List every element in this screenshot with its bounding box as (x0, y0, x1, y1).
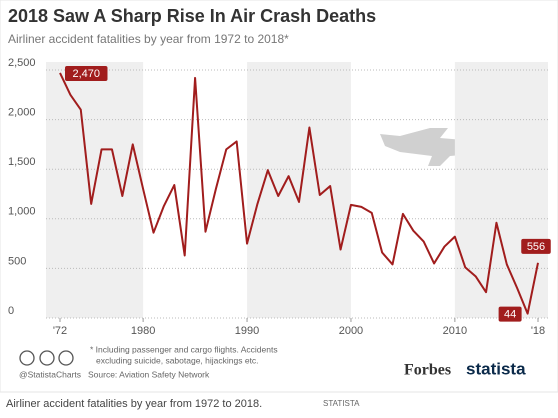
shaded-band (247, 62, 351, 318)
source: Source: Aviation Safety Network (88, 369, 210, 379)
caption-credit: STATISTA (323, 399, 360, 408)
y-tick-label: 1,500 (8, 156, 36, 168)
y-tick-label: 2,000 (8, 107, 36, 119)
y-tick-label: 1,000 (8, 206, 36, 218)
x-tick-label: '18 (531, 325, 545, 337)
value-label: 44 (504, 309, 516, 321)
shaded-band (454, 62, 548, 318)
brand-statista: statista (466, 359, 526, 378)
footnote: excluding suicide, sabotage, hijackings … (96, 355, 259, 365)
plot-area (46, 62, 548, 319)
handle: @StatistaCharts (19, 369, 81, 379)
x-tick-label: '72 (53, 325, 67, 337)
cc-icons (19, 350, 74, 366)
chart-subtitle: Airliner accident fatalities by year fro… (8, 32, 289, 46)
brand-forbes: Forbes (404, 362, 451, 379)
x-tick-label: 1980 (131, 325, 155, 337)
value-label-box (521, 238, 551, 254)
airplane-icon (380, 128, 497, 166)
value-label: 556 (527, 241, 545, 253)
value-label-box (65, 65, 108, 81)
x-tick-label: 2010 (443, 325, 467, 337)
y-tick-label: 2,500 (8, 57, 36, 69)
x-tick-label: 1990 (235, 325, 259, 337)
value-label-box (498, 306, 522, 322)
x-tick-label: 2000 (339, 325, 363, 337)
value-label: 2,470 (72, 68, 100, 80)
y-tick-label: 500 (8, 255, 26, 267)
y-tick-label: 0 (8, 305, 14, 317)
caption: Airliner accident fatalities by year fro… (6, 398, 262, 410)
data-line (59, 72, 539, 315)
chart-title: 2018 Saw A Sharp Rise In Air Crash Death… (8, 6, 376, 26)
footnote: * Including passenger and cargo flights.… (90, 344, 278, 354)
